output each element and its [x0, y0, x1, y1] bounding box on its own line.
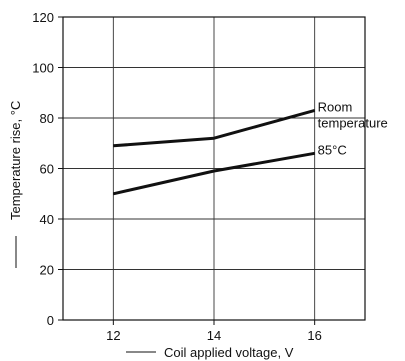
y-tick-label: 80: [40, 111, 54, 126]
y-tick-label: 100: [32, 61, 54, 76]
y-tick-label: 60: [40, 162, 54, 177]
x-tick-label: 16: [307, 328, 321, 343]
series-lines: [112, 108, 316, 196]
series-label-1: 85°C: [318, 142, 347, 157]
series-label-line: 85°C: [318, 142, 347, 157]
series-label-line: temperature: [318, 115, 388, 130]
series-annotations: Room temperature 85°C: [318, 99, 388, 157]
y-tick-label: 120: [32, 10, 54, 25]
series-line-0: [113, 108, 316, 148]
y-tick-label: 40: [40, 212, 54, 227]
series-line-1: [112, 151, 315, 196]
series-label-0: Room temperature: [318, 99, 388, 130]
y-axis-label: Temperature rise, °C: [8, 101, 23, 220]
tick-labels: 0 20 40 60 80 100 120 12 14 16: [32, 10, 322, 343]
x-tick-label: 12: [106, 328, 120, 343]
y-tick-label: 20: [40, 263, 54, 278]
x-tick-label: 14: [207, 328, 221, 343]
x-axis-label: Coil applied voltage, V: [164, 345, 294, 360]
gridlines: [63, 17, 365, 320]
series-label-line: Room: [318, 99, 353, 114]
y-tick-label: 0: [47, 313, 54, 328]
